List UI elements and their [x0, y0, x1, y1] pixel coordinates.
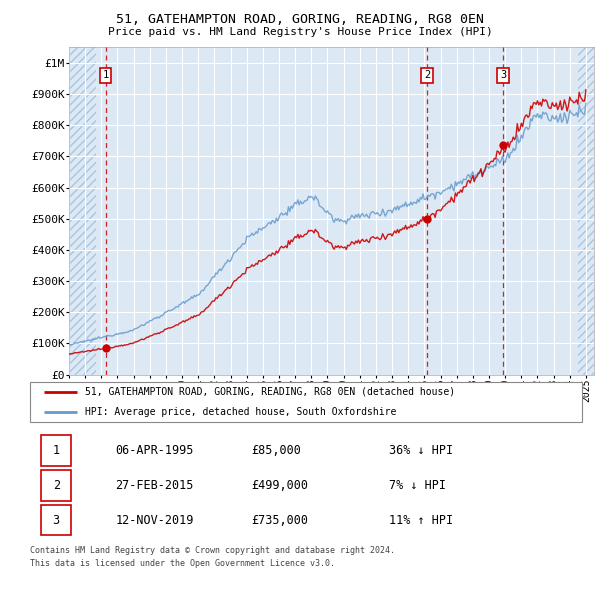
Text: 7% ↓ HPI: 7% ↓ HPI — [389, 478, 446, 492]
Text: 27-FEB-2015: 27-FEB-2015 — [116, 478, 194, 492]
Text: This data is licensed under the Open Government Licence v3.0.: This data is licensed under the Open Gov… — [30, 559, 335, 568]
Text: Price paid vs. HM Land Registry's House Price Index (HPI): Price paid vs. HM Land Registry's House … — [107, 27, 493, 37]
FancyBboxPatch shape — [41, 505, 71, 536]
Text: 2: 2 — [424, 70, 430, 80]
Text: 51, GATEHAMPTON ROAD, GORING, READING, RG8 0EN (detached house): 51, GATEHAMPTON ROAD, GORING, READING, R… — [85, 387, 455, 396]
Text: Contains HM Land Registry data © Crown copyright and database right 2024.: Contains HM Land Registry data © Crown c… — [30, 546, 395, 555]
Text: 36% ↓ HPI: 36% ↓ HPI — [389, 444, 453, 457]
Text: 3: 3 — [500, 70, 506, 80]
Text: £499,000: £499,000 — [251, 478, 308, 492]
Text: 1: 1 — [53, 444, 60, 457]
FancyBboxPatch shape — [30, 382, 582, 422]
Text: 06-APR-1995: 06-APR-1995 — [116, 444, 194, 457]
FancyBboxPatch shape — [41, 470, 71, 500]
Text: HPI: Average price, detached house, South Oxfordshire: HPI: Average price, detached house, Sout… — [85, 407, 397, 417]
FancyBboxPatch shape — [41, 435, 71, 466]
Text: 11% ↑ HPI: 11% ↑ HPI — [389, 514, 453, 527]
Text: £735,000: £735,000 — [251, 514, 308, 527]
Bar — [578, 47, 594, 375]
Text: 51, GATEHAMPTON ROAD, GORING, READING, RG8 0EN: 51, GATEHAMPTON ROAD, GORING, READING, R… — [116, 12, 484, 26]
Bar — [69, 47, 97, 375]
Text: 1: 1 — [103, 70, 109, 80]
Text: 2: 2 — [53, 478, 60, 492]
Text: £85,000: £85,000 — [251, 444, 301, 457]
Text: 12-NOV-2019: 12-NOV-2019 — [116, 514, 194, 527]
Text: 3: 3 — [53, 514, 60, 527]
